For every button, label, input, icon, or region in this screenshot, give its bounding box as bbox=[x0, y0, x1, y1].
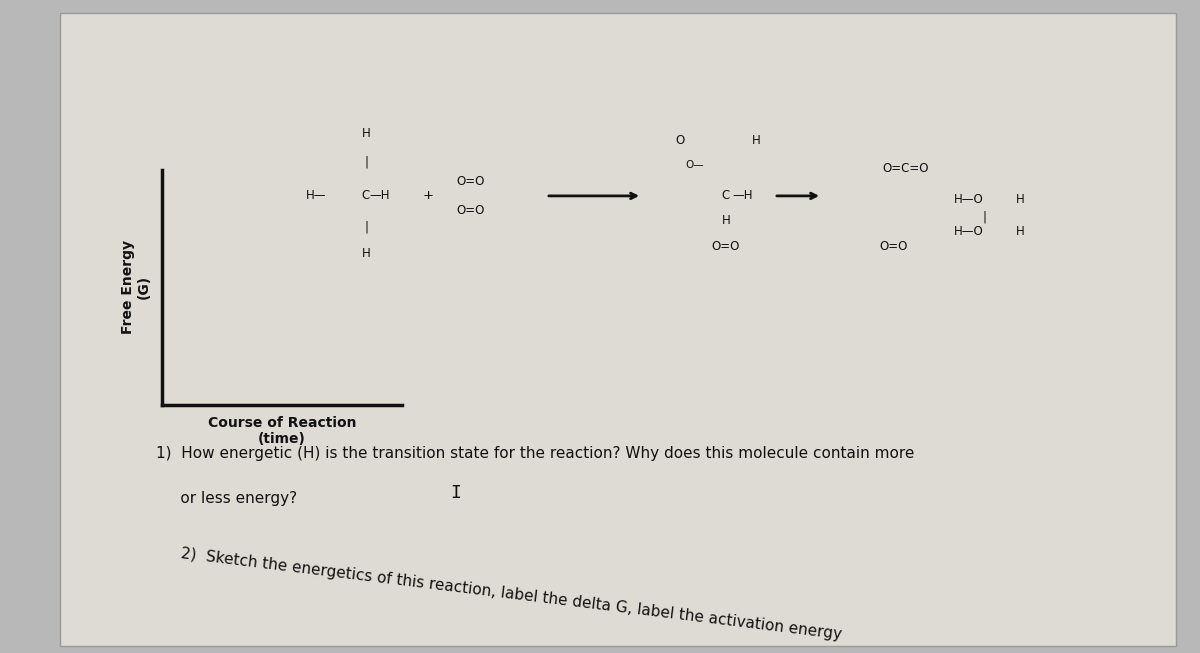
Text: C: C bbox=[362, 189, 370, 202]
Text: H: H bbox=[361, 247, 371, 260]
Text: C: C bbox=[722, 189, 730, 202]
Text: H: H bbox=[361, 127, 371, 140]
Text: H: H bbox=[751, 134, 761, 147]
Y-axis label: Free Energy
(G): Free Energy (G) bbox=[121, 240, 151, 334]
Text: O: O bbox=[676, 134, 685, 147]
Text: —H: —H bbox=[732, 189, 752, 202]
Text: O=C=O: O=C=O bbox=[883, 162, 929, 175]
Text: H: H bbox=[721, 214, 731, 227]
Text: H—: H— bbox=[306, 189, 326, 202]
Text: O=O: O=O bbox=[712, 240, 740, 253]
Text: |: | bbox=[982, 210, 986, 223]
Text: H—O: H—O bbox=[954, 225, 984, 238]
Text: or less energy?: or less energy? bbox=[156, 491, 298, 505]
Text: I: I bbox=[450, 484, 462, 502]
Text: O=O: O=O bbox=[456, 175, 485, 188]
Text: |: | bbox=[364, 155, 368, 168]
Text: O=O: O=O bbox=[456, 204, 485, 217]
Text: —H: —H bbox=[370, 189, 390, 202]
X-axis label: Course of Reaction
(time): Course of Reaction (time) bbox=[208, 416, 356, 446]
Text: H—O: H—O bbox=[954, 193, 984, 206]
Text: 1)  How energetic (H) is the transition state for the reaction? Why does this mo: 1) How energetic (H) is the transition s… bbox=[156, 447, 914, 461]
Text: O=O: O=O bbox=[880, 240, 908, 253]
Text: H: H bbox=[1015, 225, 1025, 238]
Text: +: + bbox=[422, 189, 434, 202]
Text: |: | bbox=[364, 221, 368, 234]
Text: O—: O— bbox=[685, 159, 704, 170]
Text: H: H bbox=[1015, 193, 1025, 206]
Text: 2)  Sketch the energetics of this reaction, label the delta G, label the activat: 2) Sketch the energetics of this reactio… bbox=[180, 546, 842, 643]
